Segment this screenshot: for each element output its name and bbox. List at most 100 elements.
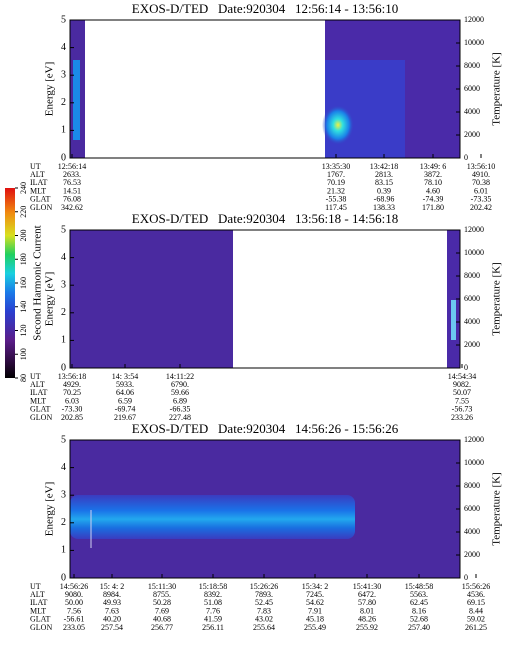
y2-tick-label: 4000 <box>464 107 480 116</box>
y2-tick-label: 12000 <box>464 435 484 444</box>
ephemeris-value: 15:56:26 <box>462 582 490 591</box>
colorbar-tick-label: 140 <box>19 301 28 313</box>
y2-tick-label: 8000 <box>464 481 480 490</box>
ephemeris-value: -73.30 <box>62 405 83 414</box>
ephemeris-value: 227.48 <box>169 413 191 422</box>
ephemeris-value: 13:49: 6 <box>420 162 446 171</box>
ephemeris-value: 15:48:58 <box>405 582 433 591</box>
ephemeris-label: GLON <box>30 623 52 632</box>
spectrogram-2 <box>70 230 460 368</box>
y2-tick-label: 0 <box>464 153 468 162</box>
ephemeris-label: UT <box>30 372 41 381</box>
ephemeris-value: 255.92 <box>356 623 378 632</box>
ephemeris-value: 8984. <box>103 590 121 599</box>
y2-tick-label: 6000 <box>464 84 480 93</box>
y-axis-label: Energy [eV] <box>44 62 56 116</box>
ephemeris-value: 13:35:30 <box>322 162 350 171</box>
ephemeris-value: -56.73 <box>452 405 473 414</box>
y-tick-label: 0 <box>61 572 66 583</box>
colorbar-tick-label: 160 <box>19 277 28 289</box>
ephemeris-value: 9080. <box>65 590 83 599</box>
y-tick-label: 5 <box>61 434 66 445</box>
ephemeris-label: UT <box>30 582 41 591</box>
ephemeris-value: -66.35 <box>170 405 191 414</box>
ephemeris-value: 52.45 <box>255 598 273 607</box>
ephemeris-value: 257.54 <box>101 623 123 632</box>
ephemeris-value: -73.35 <box>471 195 492 204</box>
y2-tick-label: 8000 <box>464 271 480 280</box>
ephemeris-value: 52.68 <box>410 615 428 624</box>
ephemeris-value: -74.39 <box>423 195 444 204</box>
y2-axis-label: Temperature [K] <box>491 472 503 545</box>
ephemeris-value: 8.01 <box>360 606 374 615</box>
panel-title: EXOS-D/TED Date:920304 13:56:18 - 14:56:… <box>132 211 398 226</box>
colorbar-tick-label: 240 <box>19 182 28 194</box>
y-tick-label: 1 <box>61 335 66 346</box>
ephemeris-value: 21.32 <box>327 186 345 195</box>
ephemeris-value: 49.93 <box>103 598 121 607</box>
ephemeris-label: MLT <box>30 606 46 615</box>
y-tick-label: 0 <box>61 152 66 163</box>
ephemeris-label: ALT <box>30 590 45 599</box>
y-tick-label: 4 <box>61 462 66 473</box>
ephemeris-value: 7.69 <box>155 606 169 615</box>
ephemeris-value: 54.62 <box>306 598 324 607</box>
ephemeris-value: 45.18 <box>306 615 324 624</box>
ephemeris-value: 40.68 <box>153 615 171 624</box>
ephemeris-value: 7.56 <box>67 606 81 615</box>
ephemeris-value: 342.62 <box>61 203 83 212</box>
ephemeris-value: 14:54:34 <box>448 372 476 381</box>
y2-tick-label: 0 <box>464 573 468 582</box>
ephemeris-value: 48.26 <box>358 615 376 624</box>
ephemeris-value: 4.60 <box>426 186 440 195</box>
ephemeris-value: 8755. <box>153 590 171 599</box>
y-tick-label: 1 <box>61 125 66 136</box>
ephemeris-value: 6472. <box>358 590 376 599</box>
ephemeris-value: 5933. <box>116 380 134 389</box>
ephemeris-value: 59.66 <box>171 388 189 397</box>
ephemeris-value: 7.63 <box>105 606 119 615</box>
colorbar <box>5 188 15 378</box>
y2-tick-label: 12000 <box>464 15 484 24</box>
colorbar-label: Second Harmonic Current <box>32 225 44 340</box>
ephemeris-label: ILAT <box>30 598 47 607</box>
ephemeris-value: 0.39 <box>377 186 391 195</box>
ephemeris-value: 15:18:58 <box>199 582 227 591</box>
ephemeris-label: GLAT <box>30 195 51 204</box>
ephemeris-value: 51.08 <box>204 598 222 607</box>
ephemeris-value: 76.08 <box>63 195 81 204</box>
y2-tick-label: 4000 <box>464 527 480 536</box>
y-tick-label: 2 <box>61 97 66 108</box>
ephemeris-value: 6.59 <box>118 396 132 405</box>
y-axis-label: Energy [eV] <box>44 482 56 536</box>
ephemeris-value: 15:34: 2 <box>302 582 328 591</box>
colorbar-tick-label: 200 <box>19 230 28 242</box>
y2-tick-label: 12000 <box>464 225 484 234</box>
ephemeris-value: 4910. <box>472 170 490 179</box>
y-tick-label: 0 <box>61 362 66 373</box>
ephemeris-value: 64.06 <box>116 388 134 397</box>
ephemeris-label: GLAT <box>30 615 51 624</box>
y-tick-label: 4 <box>61 252 66 263</box>
ephemeris-value: 138.33 <box>373 203 395 212</box>
ephemeris-value: 219.67 <box>114 413 136 422</box>
ephemeris-value: 4929. <box>63 380 81 389</box>
ephemeris-value: 7893. <box>255 590 273 599</box>
ephemeris-value: 7245. <box>306 590 324 599</box>
y2-tick-label: 10000 <box>464 38 484 47</box>
y2-tick-label: 0 <box>464 363 468 372</box>
ephemeris-value: 43.02 <box>255 615 273 624</box>
ephemeris-value: 76.53 <box>63 178 81 187</box>
ephemeris-value: 7.55 <box>455 396 469 405</box>
y2-axis-label: Temperature [K] <box>491 52 503 125</box>
ephemeris-value: 14:56:26 <box>60 582 88 591</box>
ephemeris-value: 257.40 <box>408 623 430 632</box>
y-tick-label: 3 <box>61 69 66 80</box>
ephemeris-value: 202.85 <box>61 413 83 422</box>
ephemeris-value: 171.80 <box>422 203 444 212</box>
ephemeris-value: 50.07 <box>453 388 471 397</box>
y-tick-label: 1 <box>61 545 66 556</box>
spectrogram-3 <box>70 440 460 578</box>
ephemeris-value: 4536. <box>467 590 485 599</box>
